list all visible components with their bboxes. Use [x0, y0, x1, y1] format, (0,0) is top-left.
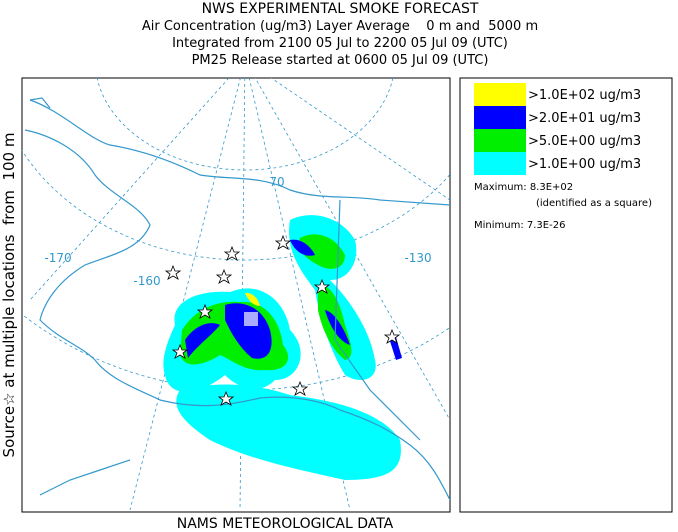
- plume: [163, 215, 402, 480]
- subtitle: Air Concentration (ug/m3) Layer Average …: [142, 19, 538, 34]
- title: NWS EXPERIMENTAL SMOKE FORECAST: [202, 1, 479, 17]
- legend-swatch: [474, 83, 526, 106]
- legend-label: >2.0E+01 ug/m3: [528, 111, 641, 126]
- graticule-label: -130: [404, 251, 431, 265]
- source-stars: [164, 234, 401, 406]
- minimum: Minimum: 7.3E-26: [474, 220, 565, 231]
- subtitle: Integrated from 2100 05 Jul to 2200 05 J…: [172, 36, 508, 51]
- legend-swatch: [474, 106, 526, 129]
- legend-label: >1.0E+02 ug/m3: [528, 88, 641, 103]
- legend: Maximum: 8.3E+02 (identified as a square…: [459, 77, 673, 513]
- subtitle: PM25 Release started at 0600 05 Jul 09 (…: [192, 53, 489, 68]
- graticule-label: -160: [133, 274, 160, 288]
- legend-label: >5.0E+00 ug/m3: [528, 134, 641, 149]
- legend-swatch: [474, 152, 526, 175]
- footer: NAMS METEOROLOGICAL DATA: [177, 516, 394, 532]
- side-label: Source☆ at multiple locations from 100 m: [0, 133, 18, 458]
- legend-label: >1.0E+00 ug/m3: [528, 157, 641, 172]
- map: -170 -160 70 -130: [21, 77, 451, 513]
- graticule-label: -170: [44, 251, 71, 265]
- legend-swatch: [474, 129, 526, 152]
- graticule-label: 70: [269, 175, 284, 189]
- maximum-note: (identified as a square): [536, 198, 652, 209]
- maximum: Maximum: 8.3E+02: [474, 182, 573, 193]
- maximum-square: [244, 312, 258, 326]
- coastline: [24, 97, 450, 501]
